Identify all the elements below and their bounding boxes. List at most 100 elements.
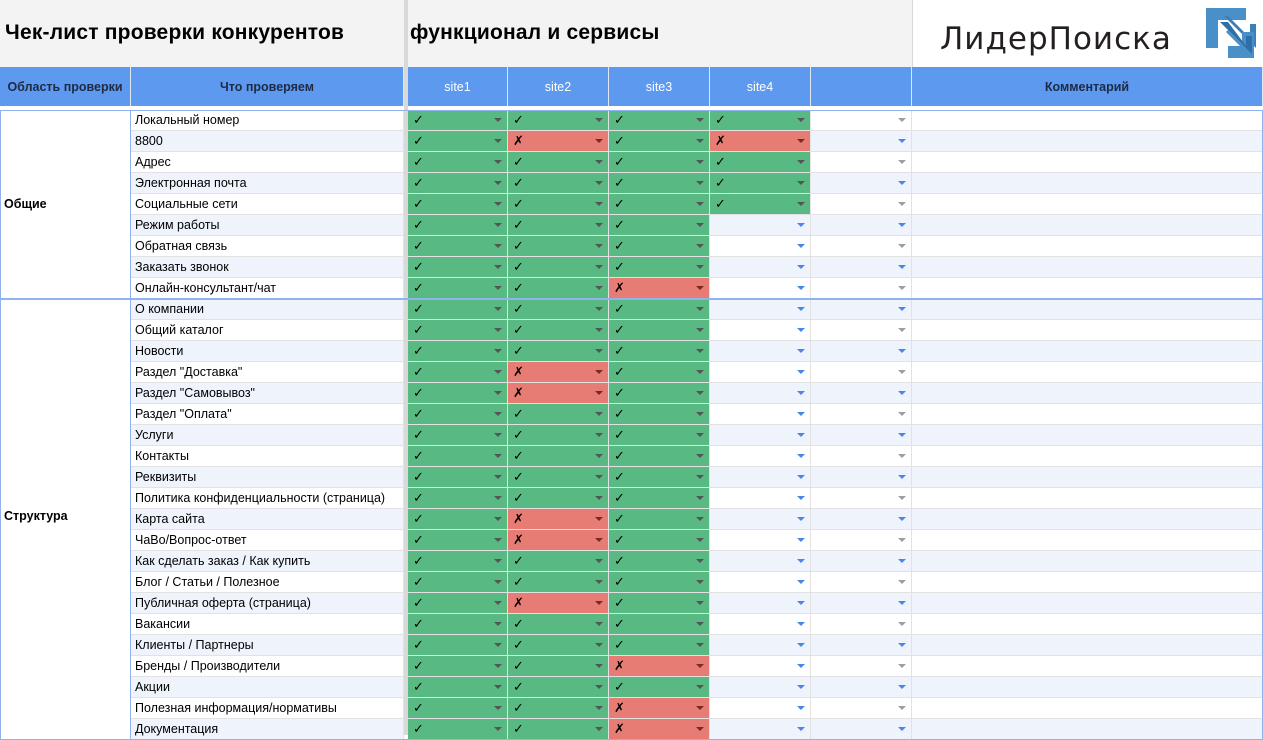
status-dropdown-site2[interactable]: ✓ (508, 341, 609, 362)
dropdown-caret-icon[interactable] (696, 601, 704, 605)
dropdown-caret-icon[interactable] (696, 412, 704, 416)
dropdown-caret-icon[interactable] (494, 307, 502, 311)
comment-cell[interactable] (912, 194, 1263, 215)
status-dropdown-site4[interactable] (710, 404, 811, 425)
comment-cell[interactable] (912, 131, 1263, 152)
dropdown-caret-icon[interactable] (898, 265, 906, 269)
status-dropdown-site3[interactable]: ✗ (609, 719, 710, 740)
dropdown-caret-icon[interactable] (595, 664, 603, 668)
status-dropdown-site2[interactable]: ✓ (508, 152, 609, 173)
status-dropdown-site1[interactable]: ✓ (408, 530, 508, 551)
dropdown-caret-icon[interactable] (696, 454, 704, 458)
status-dropdown-site5[interactable] (811, 530, 912, 551)
dropdown-caret-icon[interactable] (494, 328, 502, 332)
dropdown-caret-icon[interactable] (898, 181, 906, 185)
dropdown-caret-icon[interactable] (494, 349, 502, 353)
dropdown-caret-icon[interactable] (696, 265, 704, 269)
dropdown-caret-icon[interactable] (494, 727, 502, 731)
dropdown-caret-icon[interactable] (797, 433, 805, 437)
dropdown-caret-icon[interactable] (898, 517, 906, 521)
check-item-cell[interactable]: Клиенты / Партнеры (131, 635, 404, 656)
dropdown-caret-icon[interactable] (595, 475, 603, 479)
dropdown-caret-icon[interactable] (797, 370, 805, 374)
status-dropdown-site5[interactable] (811, 446, 912, 467)
dropdown-caret-icon[interactable] (595, 559, 603, 563)
dropdown-caret-icon[interactable] (696, 727, 704, 731)
comment-cell[interactable] (912, 257, 1263, 278)
dropdown-caret-icon[interactable] (494, 580, 502, 584)
status-dropdown-site5[interactable] (811, 425, 912, 446)
comment-cell[interactable] (912, 698, 1263, 719)
status-dropdown-site4[interactable]: ✓ (710, 173, 811, 194)
status-dropdown-site2[interactable]: ✗ (508, 530, 609, 551)
dropdown-caret-icon[interactable] (797, 160, 805, 164)
comment-cell[interactable] (912, 383, 1263, 404)
dropdown-caret-icon[interactable] (494, 181, 502, 185)
status-dropdown-site1[interactable]: ✓ (408, 698, 508, 719)
dropdown-caret-icon[interactable] (595, 643, 603, 647)
dropdown-caret-icon[interactable] (494, 139, 502, 143)
status-dropdown-site2[interactable]: ✓ (508, 446, 609, 467)
status-dropdown-site1[interactable]: ✓ (408, 677, 508, 698)
dropdown-caret-icon[interactable] (797, 202, 805, 206)
status-dropdown-site5[interactable] (811, 215, 912, 236)
dropdown-caret-icon[interactable] (898, 580, 906, 584)
dropdown-caret-icon[interactable] (696, 622, 704, 626)
dropdown-caret-icon[interactable] (595, 370, 603, 374)
status-dropdown-site3[interactable]: ✓ (609, 530, 710, 551)
dropdown-caret-icon[interactable] (898, 307, 906, 311)
dropdown-caret-icon[interactable] (494, 559, 502, 563)
status-dropdown-site4[interactable] (710, 677, 811, 698)
dropdown-caret-icon[interactable] (696, 286, 704, 290)
status-dropdown-site1[interactable]: ✓ (408, 614, 508, 635)
header-site1[interactable]: site1 (408, 67, 508, 106)
status-dropdown-site1[interactable]: ✓ (408, 656, 508, 677)
check-item-cell[interactable]: 8800 (131, 131, 404, 152)
status-dropdown-site4[interactable] (710, 383, 811, 404)
comment-cell[interactable] (912, 110, 1263, 131)
dropdown-caret-icon[interactable] (595, 538, 603, 542)
status-dropdown-site2[interactable]: ✓ (508, 236, 609, 257)
dropdown-caret-icon[interactable] (797, 286, 805, 290)
dropdown-caret-icon[interactable] (696, 664, 704, 668)
dropdown-caret-icon[interactable] (898, 559, 906, 563)
status-dropdown-site5[interactable] (811, 152, 912, 173)
dropdown-caret-icon[interactable] (696, 160, 704, 164)
status-dropdown-site3[interactable]: ✓ (609, 320, 710, 341)
dropdown-caret-icon[interactable] (898, 286, 906, 290)
dropdown-caret-icon[interactable] (494, 118, 502, 122)
status-dropdown-site2[interactable]: ✓ (508, 194, 609, 215)
check-item-cell[interactable]: Режим работы (131, 215, 404, 236)
status-dropdown-site3[interactable]: ✓ (609, 299, 710, 320)
status-dropdown-site3[interactable]: ✓ (609, 173, 710, 194)
dropdown-caret-icon[interactable] (797, 685, 805, 689)
status-dropdown-site3[interactable]: ✓ (609, 635, 710, 656)
dropdown-caret-icon[interactable] (797, 559, 805, 563)
dropdown-caret-icon[interactable] (494, 454, 502, 458)
dropdown-caret-icon[interactable] (494, 433, 502, 437)
status-dropdown-site5[interactable] (811, 698, 912, 719)
comment-cell[interactable] (912, 551, 1263, 572)
status-dropdown-site5[interactable] (811, 593, 912, 614)
dropdown-caret-icon[interactable] (898, 328, 906, 332)
dropdown-caret-icon[interactable] (696, 685, 704, 689)
dropdown-caret-icon[interactable] (797, 664, 805, 668)
dropdown-caret-icon[interactable] (595, 202, 603, 206)
status-dropdown-site5[interactable] (811, 488, 912, 509)
status-dropdown-site5[interactable] (811, 110, 912, 131)
dropdown-caret-icon[interactable] (595, 244, 603, 248)
status-dropdown-site1[interactable]: ✓ (408, 152, 508, 173)
dropdown-caret-icon[interactable] (595, 328, 603, 332)
dropdown-caret-icon[interactable] (494, 391, 502, 395)
status-dropdown-site4[interactable] (710, 278, 811, 299)
status-dropdown-site3[interactable]: ✓ (609, 488, 710, 509)
status-dropdown-site4[interactable] (710, 236, 811, 257)
dropdown-caret-icon[interactable] (494, 475, 502, 479)
check-item-cell[interactable]: Услуги (131, 425, 404, 446)
dropdown-caret-icon[interactable] (494, 202, 502, 206)
status-dropdown-site5[interactable] (811, 635, 912, 656)
comment-cell[interactable] (912, 467, 1263, 488)
status-dropdown-site3[interactable]: ✓ (609, 425, 710, 446)
dropdown-caret-icon[interactable] (898, 454, 906, 458)
dropdown-caret-icon[interactable] (696, 580, 704, 584)
